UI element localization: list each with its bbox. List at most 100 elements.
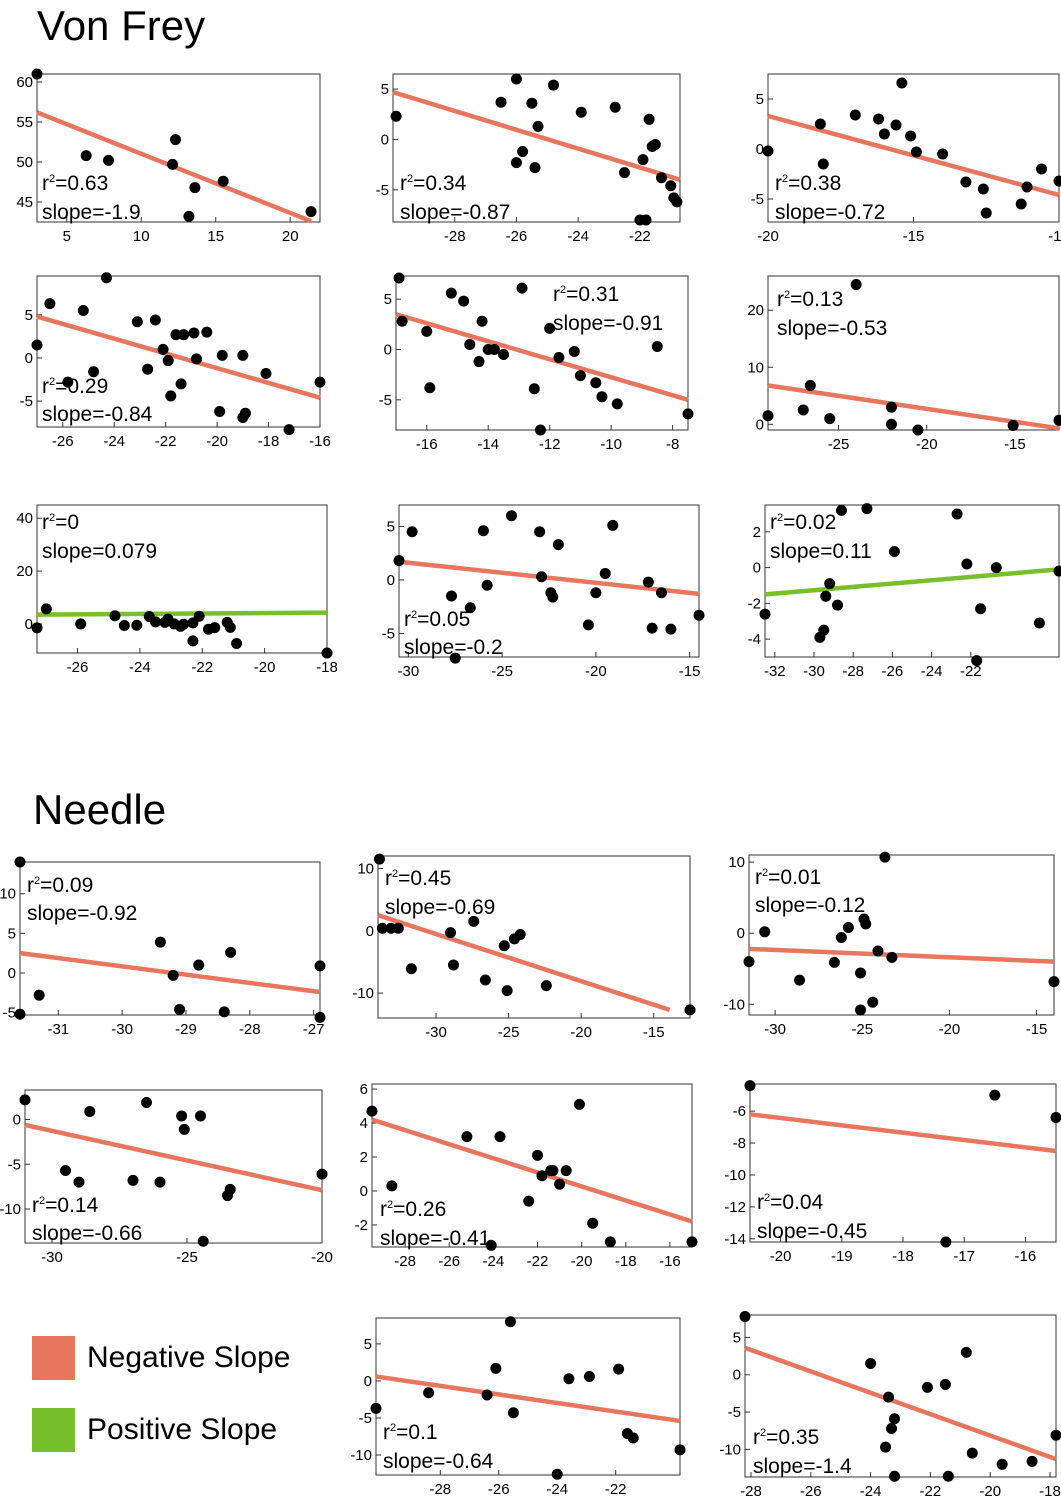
- data-point: [759, 926, 771, 938]
- data-point: [445, 287, 457, 299]
- data-point: [824, 413, 836, 425]
- data-point: [951, 508, 963, 520]
- data-point: [393, 555, 405, 567]
- plot-frame: [19, 861, 321, 1016]
- x-tick-label: -18: [1039, 1483, 1061, 1500]
- data-point: [305, 206, 317, 218]
- y-tick-label: 20: [16, 563, 33, 580]
- regression-line: [375, 1374, 681, 1424]
- r2-label: r2=0.35: [753, 1426, 819, 1449]
- data-point: [188, 327, 200, 339]
- data-point: [154, 936, 166, 948]
- y-tick-label: 55: [16, 114, 33, 131]
- data-point: [473, 356, 485, 368]
- x-tick-label: -22: [527, 1253, 549, 1270]
- data-point: [170, 134, 182, 146]
- data-point: [507, 1407, 519, 1419]
- data-point: [996, 1458, 1008, 1470]
- data-point: [855, 1004, 867, 1016]
- slope-label: slope=-0.69: [385, 896, 495, 919]
- x-tick-label: -30: [803, 663, 825, 680]
- data-point: [464, 602, 476, 614]
- y-tick-label: -10: [723, 996, 745, 1013]
- y-tick-label: -5: [3, 1005, 16, 1022]
- data-point: [814, 118, 826, 130]
- y-tick-label: -5: [751, 191, 764, 208]
- x-tick-label: 5: [63, 228, 71, 245]
- data-point: [960, 176, 972, 188]
- data-point: [674, 1444, 686, 1456]
- x-tick-label: -24: [129, 659, 151, 676]
- data-point: [405, 963, 417, 975]
- data-point: [582, 619, 594, 631]
- x-tick-label: -15: [1004, 436, 1026, 453]
- data-point: [488, 343, 500, 355]
- data-point: [873, 113, 885, 125]
- data-point: [563, 1373, 575, 1385]
- y-tick-label: -2: [748, 595, 761, 612]
- slope-label: slope=-0.91: [553, 312, 663, 335]
- x-tick-label: -20: [206, 433, 228, 450]
- y-tick-label: 0: [381, 131, 389, 148]
- data-point: [73, 1176, 85, 1188]
- slope-label: slope=-0.87: [400, 201, 510, 224]
- data-point: [739, 1310, 751, 1322]
- slope-label: slope=-0.64: [383, 1450, 494, 1473]
- data-point: [154, 1176, 166, 1188]
- y-tick-label: -10: [350, 1447, 372, 1464]
- x-tick-label: -20: [757, 228, 779, 245]
- data-point: [872, 945, 884, 957]
- scatter-panel: -25 -20 -15 0 10 20 r2=0.13 slope=-0.53: [747, 275, 1061, 453]
- scatter-panel: -28 -26 -24 -22 -5 0 5 r2=0.34 slope=-0.87: [376, 73, 683, 245]
- data-point: [376, 922, 388, 934]
- y-tick-label: 6: [360, 1081, 368, 1098]
- x-tick-label: -25: [851, 1021, 873, 1038]
- data-point: [504, 1316, 516, 1328]
- data-point: [649, 138, 661, 150]
- data-point: [19, 1094, 31, 1106]
- data-point: [532, 1149, 544, 1161]
- data-point: [890, 119, 902, 131]
- y-tick-label: 2: [753, 524, 761, 541]
- data-point: [224, 1183, 236, 1195]
- data-point: [187, 635, 199, 647]
- data-point: [498, 349, 510, 361]
- data-point: [1053, 565, 1061, 577]
- data-point: [575, 106, 587, 118]
- data-point: [1050, 1112, 1061, 1124]
- y-tick-label: 40: [16, 510, 33, 527]
- data-point: [910, 146, 922, 158]
- x-tick-label: -22: [920, 1483, 942, 1500]
- data-point: [878, 128, 890, 140]
- data-point: [618, 167, 630, 179]
- x-tick-label: -18: [258, 433, 280, 450]
- data-point: [686, 1236, 698, 1248]
- data-point: [682, 408, 694, 420]
- data-point: [421, 325, 433, 337]
- y-tick-label: -5: [376, 182, 389, 199]
- y-tick-label: -5: [382, 625, 395, 642]
- scatter-panel: -28 -26 -24 -22 -20 -18 -10 -5 0 5 r2=0.35 slope=-1…: [719, 1310, 1061, 1500]
- x-tick-label: -20: [916, 436, 938, 453]
- data-point: [514, 929, 526, 941]
- data-point: [501, 985, 513, 997]
- data-point: [170, 329, 182, 341]
- data-point: [643, 113, 655, 125]
- data-point: [835, 931, 847, 943]
- data-point: [590, 377, 602, 389]
- r2-label: r2=0.1: [383, 1421, 438, 1444]
- data-point: [157, 343, 169, 355]
- x-tick-label: -15: [679, 663, 701, 680]
- data-point: [44, 298, 56, 310]
- data-point: [536, 571, 547, 583]
- y-tick-label: 10: [0, 886, 16, 903]
- x-tick-label: -26: [800, 1483, 822, 1500]
- slope-label: slope=-1.4: [753, 1455, 852, 1478]
- x-tick-label: -25: [498, 1024, 520, 1041]
- y-tick-label: 5: [756, 91, 764, 108]
- y-tick-label: -8: [733, 1135, 746, 1152]
- x-tick-label: -26: [67, 659, 89, 676]
- data-point: [961, 558, 973, 570]
- scatter-panel: -20 -15 -10 -5 0 5 r2=0.38 slope=-0.72: [751, 73, 1061, 245]
